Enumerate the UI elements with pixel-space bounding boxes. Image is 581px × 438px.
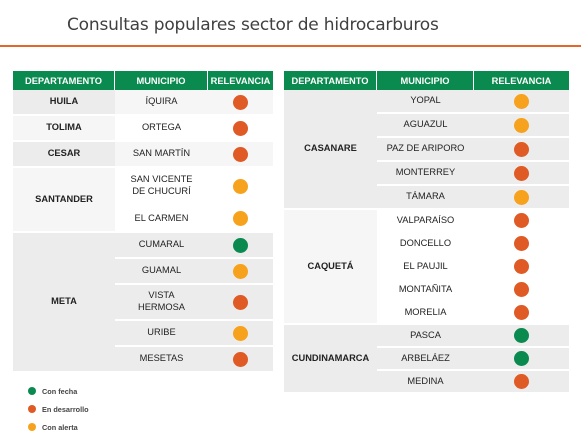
- status-dot: [514, 236, 529, 251]
- municipio-cell: GUAMAL: [115, 259, 208, 285]
- table-row: URIBE: [13, 321, 273, 347]
- column-header-departamento: DEPARTAMENTO: [284, 71, 377, 90]
- status-dot: [233, 211, 248, 226]
- status-dot: [514, 213, 529, 228]
- status-dot: [233, 94, 248, 110]
- status-dot: [233, 294, 248, 310]
- table-row: TÁMARA: [284, 186, 569, 210]
- table-row: CUNDINAMARCA PASCA: [284, 325, 569, 394]
- municipio-cell: VALPARAÍSO: [377, 210, 474, 233]
- legend-green-dot: [28, 387, 36, 395]
- legend-orange-dot: [28, 405, 36, 413]
- consultas-table-left: DEPARTAMENTO MUNICIPIO RELEVANCIA HUILA …: [13, 71, 273, 373]
- status-dot: [514, 189, 529, 205]
- municipio-cell: SAN MARTÍN: [115, 142, 208, 168]
- title-divider: [0, 45, 581, 47]
- municipio-cell: CUMARAL: [115, 233, 208, 259]
- column-header-municipio: MUNICIPIO: [377, 71, 474, 90]
- municipio-cell: AGUAZUL: [377, 114, 474, 138]
- table-row: EL CARMEN: [13, 206, 273, 233]
- column-header-municipio: MUNICIPIO: [115, 71, 208, 90]
- status-dot: [233, 351, 248, 367]
- table-row: CASANARE YOPAL: [284, 90, 569, 210]
- table-row: GUAMAL: [13, 259, 273, 285]
- municipio-cell: PASCA: [377, 325, 474, 348]
- table-row: MORELIA: [284, 302, 569, 325]
- status-dot: [514, 374, 529, 389]
- municipio-cell: YOPAL: [377, 90, 474, 114]
- status-dot: [514, 117, 529, 133]
- table-row: CAQUETÁ VALPARAÍSO: [284, 210, 569, 325]
- table-header-row: DEPARTAMENTO MUNICIPIO RELEVANCIA: [284, 71, 569, 90]
- status-dot: [233, 146, 248, 162]
- table-row: TOLIMA ORTEGA: [13, 116, 273, 142]
- status-dot: [233, 178, 248, 194]
- municipio-cell: ARBELÁEZ: [377, 348, 474, 371]
- table-row: META CUMARAL: [13, 233, 273, 373]
- column-header-departamento: DEPARTAMENTO: [13, 71, 115, 90]
- municipio-cell: TÁMARA: [377, 186, 474, 210]
- department-cell: CAQUETÁ: [284, 210, 377, 325]
- status-dot: [233, 120, 248, 136]
- page-title: Consultas populares sector de hidrocarbu…: [67, 15, 439, 35]
- status-dot: [514, 305, 529, 320]
- status-dot: [233, 325, 248, 341]
- table-row: MONTAÑITA: [284, 279, 569, 302]
- table-row: DONCELLO: [284, 233, 569, 256]
- status-dot: [233, 263, 248, 279]
- department-cell: CESAR: [13, 142, 115, 168]
- status-dot: [514, 351, 529, 366]
- table-row: HUILA ÍQUIRA: [13, 90, 273, 116]
- status-dot: [514, 165, 529, 181]
- municipio-cell: MEDINA: [377, 371, 474, 394]
- status-dot: [514, 141, 529, 157]
- consultas-table-right: DEPARTAMENTO MUNICIPIO RELEVANCIA CASANA…: [284, 71, 569, 394]
- department-cell: CASANARE: [284, 90, 377, 210]
- legend: Con fecha En desarrollo Con alerta: [28, 382, 89, 436]
- table-row: AGUAZUL: [284, 114, 569, 138]
- municipio-cell: EL CARMEN: [115, 206, 208, 233]
- municipio-cell: DONCELLO: [377, 233, 474, 256]
- municipio-cell: URIBE: [115, 321, 208, 347]
- table-row: VISTA HERMOSA: [13, 285, 273, 321]
- municipio-cell: MONTERREY: [377, 162, 474, 186]
- column-header-relevancia: RELEVANCIA: [474, 71, 569, 90]
- municipio-cell: MESETAS: [115, 347, 208, 373]
- legend-yellow-dot: [28, 423, 36, 431]
- column-header-relevancia: RELEVANCIA: [208, 71, 273, 90]
- municipio-cell: ÍQUIRA: [115, 90, 208, 116]
- legend-item: En desarrollo: [28, 400, 89, 418]
- table-row: EL PAUJIL: [284, 256, 569, 279]
- table-row: MONTERREY: [284, 162, 569, 186]
- table-row: MEDINA: [284, 371, 569, 394]
- status-dot: [233, 237, 248, 253]
- status-dot: [514, 328, 529, 343]
- table-header-row: DEPARTAMENTO MUNICIPIO RELEVANCIA: [13, 71, 273, 90]
- table-row: ARBELÁEZ: [284, 348, 569, 371]
- municipio-cell: ORTEGA: [115, 116, 208, 142]
- department-cell: TOLIMA: [13, 116, 115, 142]
- table-row: CESAR SAN MARTÍN: [13, 142, 273, 168]
- legend-item: Con fecha: [28, 382, 89, 400]
- table-row: PAZ DE ARIPORO: [284, 138, 569, 162]
- status-dot: [514, 93, 529, 109]
- legend-label: En desarrollo: [42, 404, 89, 414]
- municipio-cell: VISTA HERMOSA: [115, 285, 208, 321]
- department-cell: META: [13, 233, 115, 373]
- status-dot: [514, 259, 529, 274]
- municipio-cell: MONTAÑITA: [377, 279, 474, 302]
- department-cell: CUNDINAMARCA: [284, 325, 377, 394]
- municipio-cell: MORELIA: [377, 302, 474, 325]
- table-row: MESETAS: [13, 347, 273, 373]
- legend-item: Con alerta: [28, 418, 89, 436]
- municipio-cell: PAZ DE ARIPORO: [377, 138, 474, 162]
- legend-label: Con fecha: [42, 386, 78, 396]
- status-dot: [514, 282, 529, 297]
- table-row: SANTANDER SAN VICENTE DE CHUCURÍ: [13, 168, 273, 233]
- municipio-cell: EL PAUJIL: [377, 256, 474, 279]
- department-cell: SANTANDER: [13, 168, 115, 233]
- department-cell: HUILA: [13, 90, 115, 116]
- legend-label: Con alerta: [42, 422, 78, 432]
- municipio-cell: SAN VICENTE DE CHUCURÍ: [115, 168, 208, 206]
